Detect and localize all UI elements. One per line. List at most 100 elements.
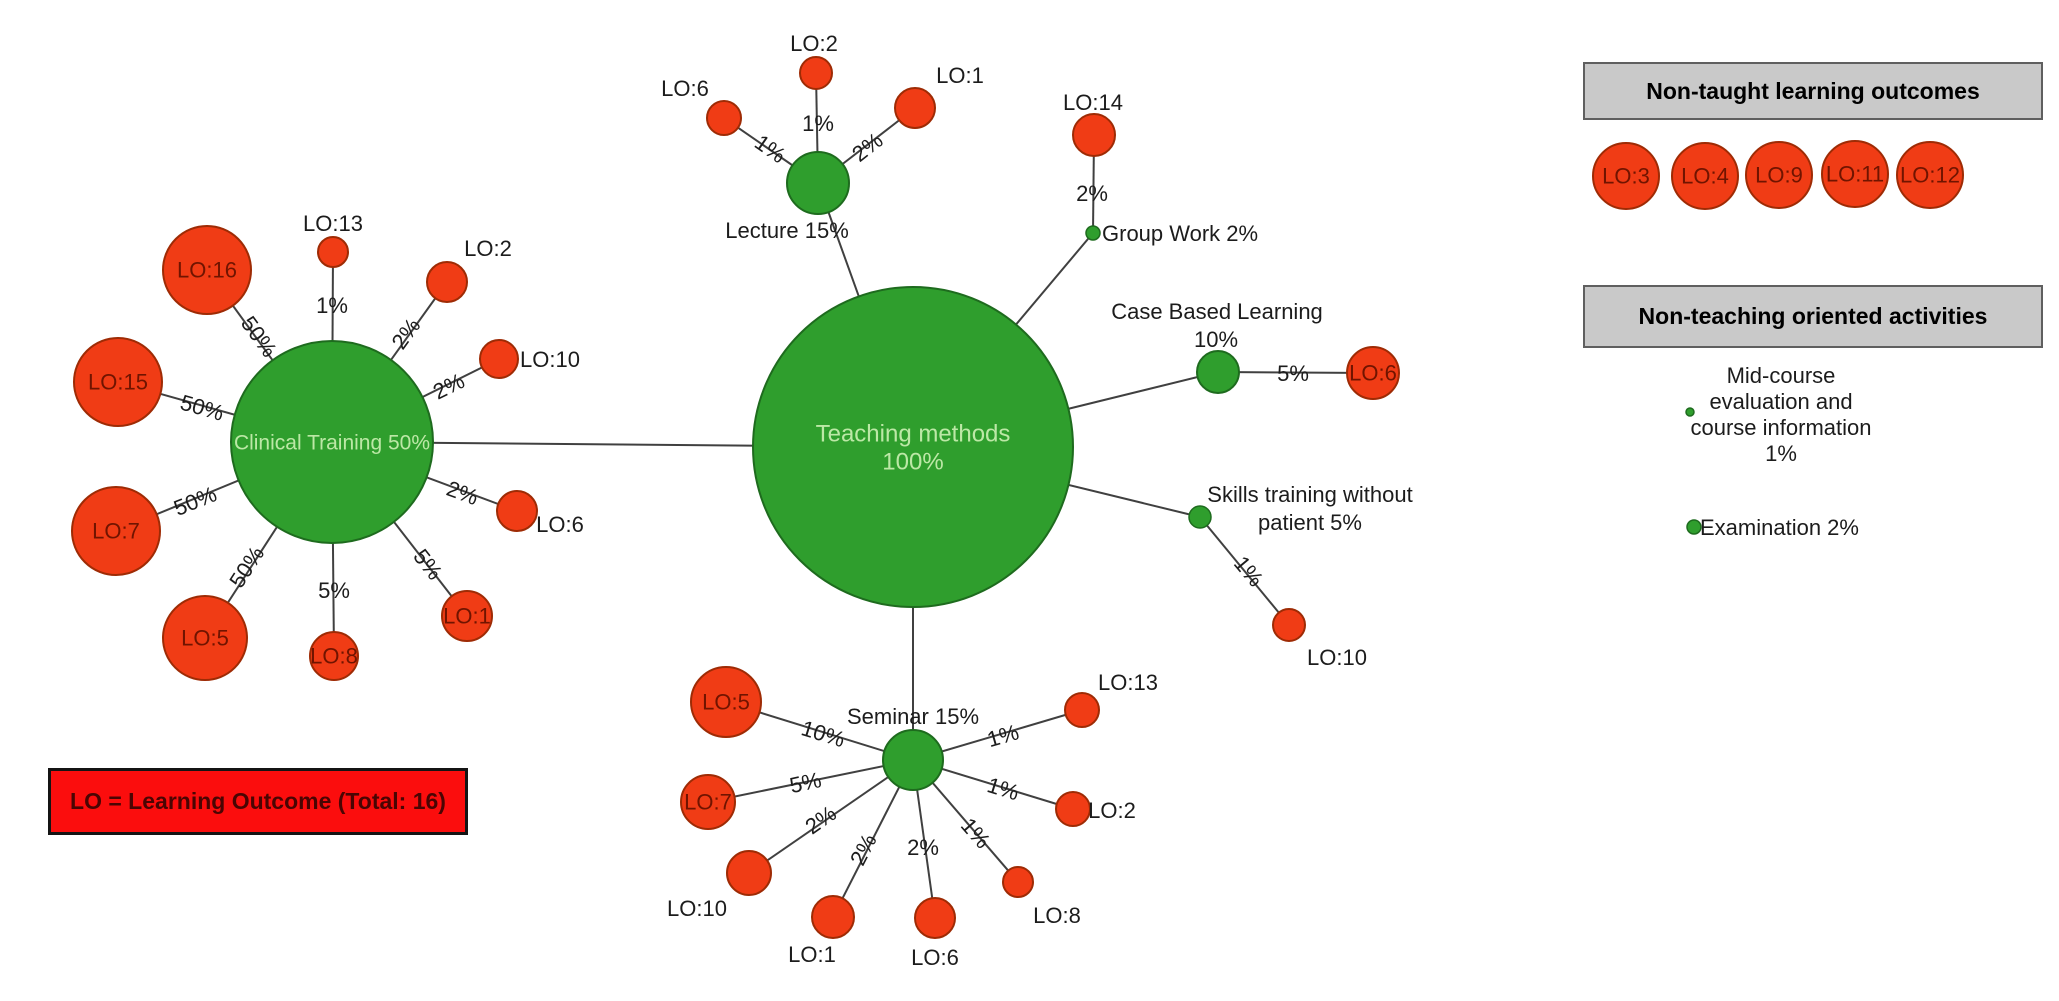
node-ct-lo2 — [426, 261, 468, 303]
node-label-ct-lo7: LO:7 — [92, 519, 140, 544]
diagram-label: 1% — [1765, 441, 1797, 466]
node-cbl-lo6 — [1346, 346, 1400, 400]
diagram-label: LO:1 — [936, 63, 984, 88]
node-ct-lo5 — [162, 595, 248, 681]
diagram-label: LO:8 — [1033, 903, 1081, 928]
non-teaching-activities-title: Non-teaching oriented activities — [1638, 303, 1988, 329]
diagram-label: LO:13 — [303, 211, 363, 236]
diagram-label: Case Based Learning — [1111, 299, 1323, 324]
node-label-teaching-methods: Teaching methods — [816, 420, 1011, 447]
node-teaching-methods — [752, 286, 1074, 608]
edge-percent-label: 1% — [1229, 551, 1269, 591]
node-label-cbl-lo6: LO:6 — [1349, 361, 1397, 386]
diagram-label: LO:6 — [536, 512, 584, 537]
node-sem-lo8 — [1002, 866, 1034, 898]
edge-percent-label: 5% — [1277, 361, 1309, 386]
node-sem-lo2 — [1055, 791, 1091, 827]
node-label-nt-lo9: LO:9 — [1755, 163, 1803, 188]
node-skills-training — [1188, 505, 1212, 529]
diagram-label: course information — [1691, 415, 1872, 440]
diagram-label: Mid-course — [1727, 363, 1836, 388]
diagram-label: 10% — [1194, 327, 1238, 352]
diagram-label: evaluation and — [1709, 389, 1852, 414]
edge-percent-label: 1% — [984, 772, 1022, 805]
node-sem-lo13 — [1064, 692, 1100, 728]
non-taught-outcomes-title: Non-taught learning outcomes — [1646, 77, 1980, 104]
diagram-label: LO:2 — [1088, 798, 1136, 823]
edge-percent-label: 1% — [316, 293, 348, 318]
edge-seminar-to-sem-lo10 — [748, 759, 914, 874]
node-label-ct-lo8: LO:8 — [310, 644, 358, 669]
node-nt-lo9 — [1745, 141, 1813, 209]
diagram-label: LO:2 — [464, 236, 512, 261]
lo-legend-text: LO = Learning Outcome (Total: 16) — [70, 788, 446, 814]
node-midcourse-dot — [1685, 407, 1695, 417]
node-ct-lo15 — [73, 337, 163, 427]
node-label-nt-lo12: LO:12 — [1900, 163, 1960, 188]
node-clinical-training — [230, 340, 434, 544]
non-teaching-activities-header: Non-teaching oriented activities — [1583, 285, 2043, 348]
edge-percent-label: 1% — [802, 111, 834, 136]
node-label-sem-lo5: LO:5 — [702, 690, 750, 715]
node-label-ct-lo15: LO:15 — [88, 370, 148, 395]
node-sem-lo6 — [914, 897, 956, 939]
edge-seminar-to-sem-lo7 — [707, 759, 914, 803]
node-nt-lo3 — [1592, 142, 1660, 210]
edge-skills-training-to-st-lo10 — [1199, 516, 1290, 626]
node-lec-lo2 — [799, 56, 833, 90]
edge-percent-label: 5% — [318, 578, 350, 603]
edge-percent-label: 10% — [798, 715, 847, 752]
diagram-label: LO:1 — [788, 942, 836, 967]
node-nt-lo12 — [1896, 141, 1964, 209]
node-sem-lo10 — [726, 850, 772, 896]
node-ct-lo13 — [317, 236, 349, 268]
node-sem-lo7 — [680, 774, 736, 830]
diagram-label: Lecture 15% — [725, 218, 849, 243]
diagram-label: LO:10 — [667, 896, 727, 921]
node-ct-lo16 — [162, 225, 252, 315]
diagram-label: Examination 2% — [1700, 515, 1859, 540]
node-label-nt-lo3: LO:3 — [1602, 164, 1650, 189]
node-case-based-learning — [1196, 350, 1240, 394]
node-label-ct-lo5: LO:5 — [181, 626, 229, 651]
node-ct-lo1 — [441, 590, 493, 642]
node-examination-dot — [1686, 519, 1702, 535]
node-label-nt-lo4: LO:4 — [1681, 164, 1729, 189]
edge-percent-label: 2% — [443, 476, 481, 510]
node-seminar — [882, 729, 944, 791]
node-label-sem-lo7: LO:7 — [684, 790, 732, 815]
node-sem-lo5 — [690, 666, 762, 738]
non-taught-outcomes-header: Non-taught learning outcomes — [1583, 62, 2043, 120]
node-ct-lo10 — [479, 339, 519, 379]
diagram-label: LO:10 — [520, 347, 580, 372]
diagram-label: Seminar 15% — [847, 704, 979, 729]
edge-percent-label: 2% — [429, 368, 469, 404]
edge-percent-label: 1% — [956, 813, 996, 853]
node-group-work — [1085, 225, 1101, 241]
node-label-teaching-methods: 100% — [882, 448, 943, 475]
node-label-clinical-training: Clinical Training 50% — [234, 431, 430, 454]
edge-percent-label: 1% — [984, 719, 1021, 752]
edge-percent-label: 2% — [907, 835, 939, 860]
lo-legend-box: LO = Learning Outcome (Total: 16) — [48, 768, 468, 835]
edge-percent-label: 2% — [1076, 181, 1108, 206]
edge-percent-label: 2% — [845, 830, 882, 870]
node-lec-lo1 — [894, 87, 936, 129]
node-gw-lo14 — [1072, 113, 1116, 157]
edge-percent-label: 50% — [177, 390, 226, 426]
node-label-ct-lo1: LO:1 — [443, 604, 491, 629]
diagram-label: LO:2 — [790, 31, 838, 56]
diagram-label: LO:10 — [1307, 645, 1367, 670]
diagram-label: Skills training without — [1207, 482, 1412, 507]
edge-percent-label: 50% — [170, 481, 220, 521]
diagram-label: LO:6 — [661, 76, 709, 101]
diagram-label: LO:6 — [911, 945, 959, 970]
diagram-label: Group Work 2% — [1102, 221, 1258, 246]
node-label-nt-lo11: LO:11 — [1826, 162, 1884, 187]
node-ct-lo7 — [71, 486, 161, 576]
node-lecture — [786, 151, 850, 215]
node-lec-lo6 — [706, 100, 742, 136]
node-nt-lo4 — [1671, 142, 1739, 210]
